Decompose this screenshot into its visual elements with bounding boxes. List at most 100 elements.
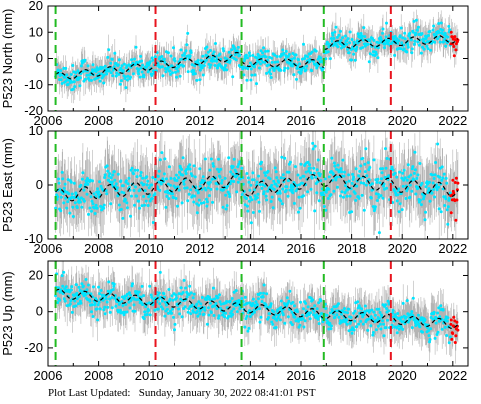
data-point bbox=[175, 296, 178, 300]
data-point bbox=[349, 320, 353, 324]
data-point bbox=[270, 195, 274, 199]
rapid-point bbox=[455, 320, 459, 324]
data-point bbox=[277, 180, 281, 184]
data-point bbox=[414, 323, 418, 327]
data-point bbox=[399, 47, 403, 51]
data-point bbox=[90, 199, 94, 203]
data-point bbox=[434, 185, 438, 189]
data-point bbox=[435, 333, 439, 336]
data-point bbox=[288, 160, 292, 164]
data-point bbox=[313, 209, 317, 213]
data-point bbox=[304, 170, 308, 174]
data-point bbox=[438, 315, 442, 319]
data-point bbox=[206, 186, 210, 190]
data-point bbox=[316, 317, 320, 321]
data-point bbox=[202, 64, 206, 68]
rapid-point bbox=[452, 45, 456, 48]
data-point bbox=[293, 165, 297, 169]
data-point bbox=[96, 187, 100, 191]
data-point bbox=[360, 193, 364, 197]
data-point bbox=[153, 177, 157, 181]
data-point bbox=[369, 324, 373, 328]
data-point bbox=[377, 231, 381, 235]
data-point bbox=[63, 299, 67, 303]
data-point bbox=[368, 52, 372, 56]
data-point bbox=[158, 302, 162, 306]
data-point bbox=[202, 306, 206, 310]
data-point bbox=[187, 192, 191, 196]
data-point bbox=[395, 326, 399, 330]
data-point bbox=[61, 192, 65, 196]
data-point bbox=[227, 314, 231, 318]
data-point bbox=[208, 49, 212, 52]
data-point bbox=[54, 206, 58, 210]
data-point bbox=[62, 186, 66, 190]
data-point bbox=[312, 309, 316, 313]
data-point bbox=[182, 64, 186, 68]
data-point bbox=[414, 192, 418, 196]
data-point bbox=[362, 208, 366, 212]
data-point bbox=[363, 311, 367, 315]
data-point bbox=[298, 206, 302, 210]
data-point bbox=[446, 205, 450, 209]
data-point bbox=[159, 182, 163, 186]
rapid-point bbox=[454, 218, 458, 222]
data-point bbox=[327, 187, 331, 191]
data-point bbox=[115, 186, 119, 190]
data-point bbox=[106, 169, 110, 173]
data-point bbox=[106, 305, 110, 309]
data-point bbox=[110, 296, 114, 299]
data-point bbox=[185, 43, 189, 47]
x-tick-label: 2018 bbox=[337, 368, 366, 383]
data-point bbox=[378, 181, 382, 185]
data-point bbox=[292, 304, 296, 308]
data-point bbox=[130, 194, 133, 198]
y-tick-label: -10 bbox=[24, 77, 43, 92]
data-point bbox=[224, 193, 228, 197]
data-point bbox=[325, 313, 329, 317]
data-point bbox=[410, 189, 414, 193]
data-point bbox=[117, 203, 121, 207]
data-point bbox=[443, 325, 447, 329]
data-point bbox=[180, 167, 184, 171]
data-point bbox=[98, 292, 102, 296]
data-point bbox=[176, 185, 180, 189]
data-point bbox=[150, 56, 154, 60]
data-point bbox=[401, 301, 405, 305]
data-point bbox=[259, 49, 263, 53]
data-point bbox=[128, 306, 132, 310]
data-point bbox=[135, 194, 139, 198]
data-point bbox=[186, 70, 190, 74]
data-point bbox=[138, 188, 142, 192]
data-point bbox=[405, 178, 409, 182]
data-point bbox=[137, 290, 141, 294]
data-point bbox=[117, 58, 121, 62]
data-point bbox=[113, 296, 117, 300]
data-point bbox=[272, 187, 276, 191]
data-point bbox=[393, 53, 397, 57]
data-point bbox=[104, 189, 108, 193]
data-point bbox=[193, 175, 197, 179]
data-point bbox=[208, 168, 212, 172]
data-point bbox=[183, 305, 187, 309]
data-point bbox=[372, 158, 376, 162]
data-point bbox=[168, 69, 172, 73]
data-point bbox=[375, 180, 379, 184]
data-point bbox=[339, 194, 342, 198]
data-point bbox=[122, 297, 126, 300]
data-point bbox=[109, 71, 113, 75]
x-tick-label: 2014 bbox=[236, 113, 265, 128]
data-point bbox=[346, 37, 350, 41]
data-point bbox=[208, 65, 212, 69]
data-point bbox=[224, 311, 228, 315]
data-point bbox=[366, 161, 370, 165]
data-point bbox=[198, 167, 202, 171]
data-point bbox=[151, 176, 155, 179]
data-point bbox=[201, 175, 205, 179]
data-point bbox=[93, 206, 97, 210]
data-point bbox=[307, 169, 311, 173]
data-point bbox=[363, 304, 367, 308]
data-point bbox=[202, 312, 206, 316]
data-point bbox=[137, 199, 141, 203]
data-point bbox=[397, 327, 401, 331]
